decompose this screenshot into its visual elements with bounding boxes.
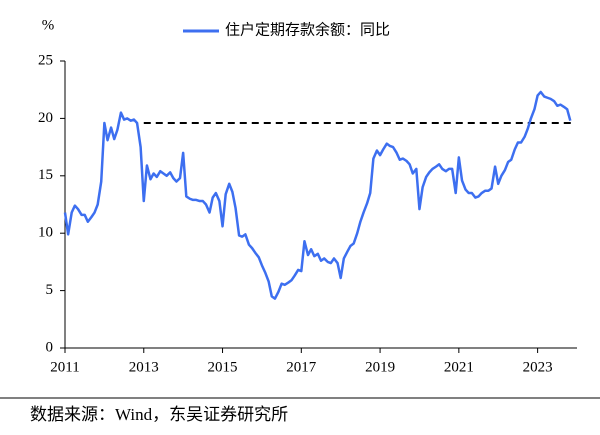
x-tick-label: 2013 (129, 359, 159, 375)
x-tick-label: 2019 (365, 359, 395, 375)
x-tick-label: 2021 (444, 359, 474, 375)
x-tick-label: 2023 (523, 359, 553, 375)
y-tick-label: 15 (38, 167, 53, 183)
y-unit-label: % (42, 17, 55, 33)
series-line (63, 90, 572, 300)
y-tick-label: 20 (38, 110, 53, 126)
y-tick-label: 0 (46, 339, 54, 355)
source-note: 数据来源：Wind，东吴证券研究所 (30, 405, 288, 424)
legend-label: 住户定期存款余额：同比 (225, 20, 390, 38)
x-tick-label: 2017 (286, 359, 317, 375)
x-tick-label: 2011 (50, 359, 79, 375)
y-tick-label: 25 (38, 52, 53, 68)
x-tick-label: 2015 (208, 359, 238, 375)
y-tick-label: 5 (46, 282, 54, 298)
y-tick-label: 10 (38, 225, 53, 241)
